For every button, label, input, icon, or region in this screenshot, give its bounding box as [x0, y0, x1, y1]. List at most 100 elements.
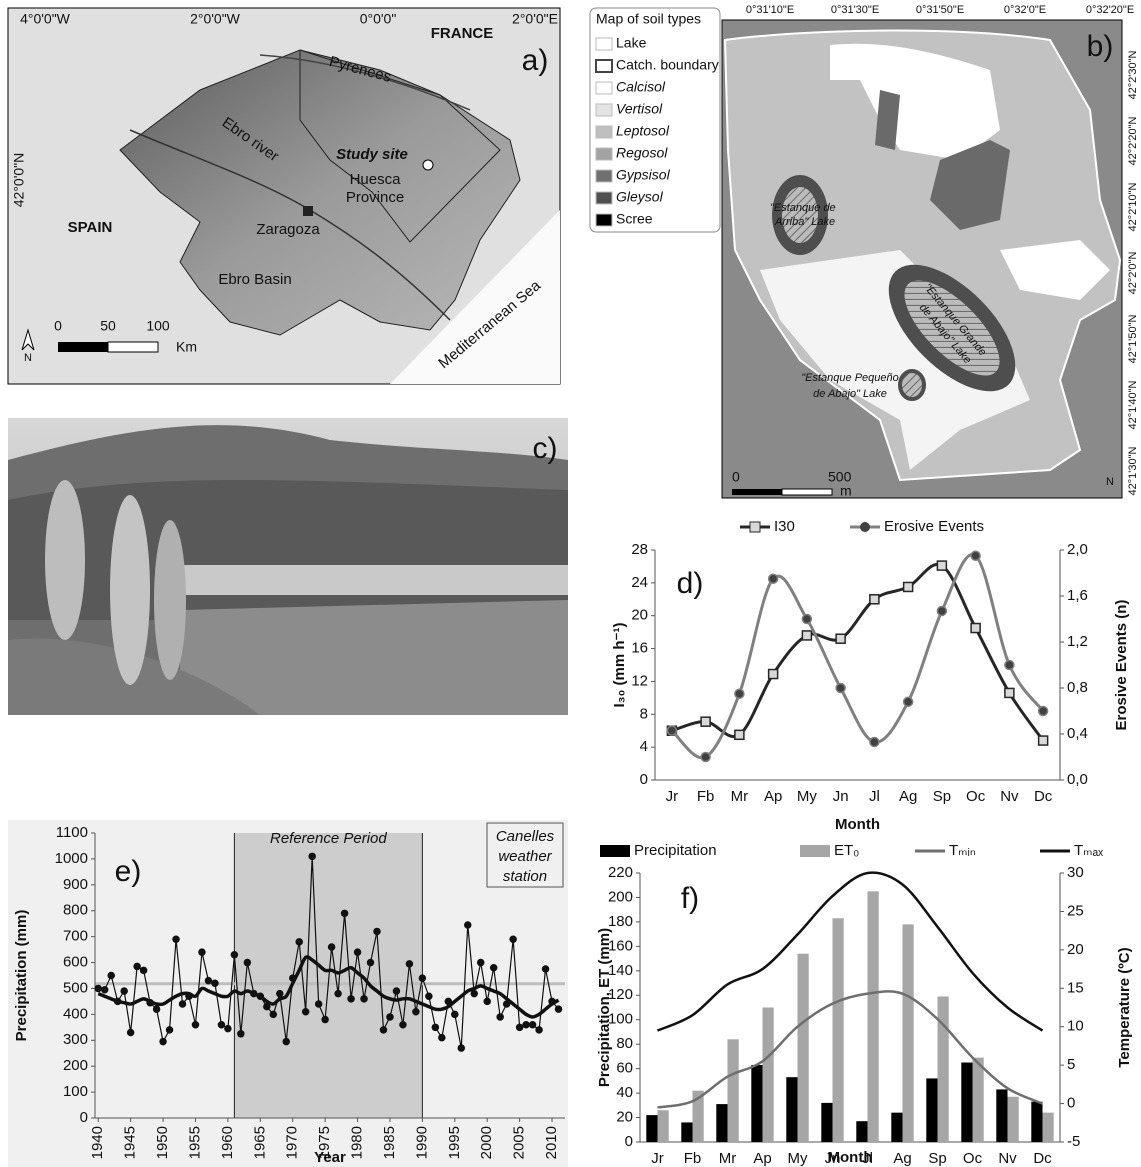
- y2-tick-label: 5: [1067, 1056, 1075, 1073]
- marker: [180, 1001, 186, 1007]
- x-tick-label: Mr: [719, 1150, 737, 1167]
- label: Zaragoza: [256, 221, 320, 238]
- marker: [491, 965, 497, 971]
- x-tick-label: 1995: [446, 1126, 463, 1159]
- legend-swatch: [600, 845, 630, 857]
- marker: [270, 1011, 276, 1017]
- north: N: [1106, 476, 1114, 488]
- marker: [458, 1045, 464, 1051]
- bar: [938, 996, 949, 1142]
- figure: 4°0'0"W 2°0'0"W 0°0'0" 2°0'0"E 42°0'0"N …: [0, 0, 1141, 1167]
- city-icon: [303, 206, 313, 216]
- panel-c: c): [8, 418, 568, 715]
- y-tick-label: 8: [640, 705, 648, 722]
- lat: 42°2'20"N: [1127, 116, 1139, 165]
- marker: [173, 936, 179, 942]
- marker: [393, 988, 399, 994]
- x-tick-label: 1985: [381, 1126, 398, 1159]
- marker: [971, 624, 980, 633]
- marker: [439, 1035, 445, 1041]
- study-site: [423, 160, 433, 170]
- marker: [205, 978, 211, 984]
- trees: [8, 480, 568, 620]
- x-tick-label: 1950: [154, 1126, 171, 1159]
- marker: [497, 1014, 503, 1020]
- y-tick-label: 20: [631, 607, 648, 624]
- bar: [1043, 1113, 1054, 1142]
- legend-title: Map of soil types: [596, 11, 701, 27]
- panel-b: "Estanque de Arriba" Lake "Estanque Gran…: [590, 8, 1122, 499]
- marker: [342, 910, 348, 916]
- y-tick-label: 1000: [55, 850, 88, 867]
- label: "Estanque de: [770, 202, 836, 214]
- legend-label: Precipitation: [634, 842, 717, 859]
- marker: [335, 991, 341, 997]
- y-tick-label: 60: [616, 1060, 633, 1077]
- x-tick-label: Oc: [963, 1150, 983, 1167]
- marker: [701, 753, 710, 762]
- marker: [322, 1017, 328, 1023]
- x-tick-label: Fb: [684, 1150, 702, 1167]
- marker: [329, 944, 335, 950]
- marker: [368, 960, 374, 966]
- x-tick-label: Ag: [893, 1150, 911, 1167]
- y2-tick-label: 1,2: [1067, 633, 1088, 650]
- scale: 50: [100, 318, 116, 334]
- lon: 0°0'0": [360, 11, 397, 27]
- marker: [769, 670, 778, 679]
- marker: [870, 738, 879, 747]
- y-tick-label: 180: [608, 913, 633, 930]
- y-tick-label: 28: [631, 541, 648, 558]
- lon: 0°32'0"E: [1004, 4, 1046, 16]
- y-tick-label: 200: [63, 1057, 88, 1074]
- series-line: [672, 564, 1043, 740]
- field: [180, 600, 568, 715]
- legend-label: Tₘᵢₙ: [949, 842, 976, 859]
- y-tick-label: 700: [63, 928, 88, 945]
- marker: [530, 1022, 536, 1028]
- marker: [167, 1027, 173, 1033]
- marker: [556, 1006, 562, 1012]
- marker: [452, 1011, 458, 1017]
- lon: 0°31'50"E: [916, 4, 964, 16]
- x-tick-label: Jr: [651, 1150, 664, 1167]
- panel-label: b): [1087, 30, 1114, 63]
- y2-tick-label: -5: [1067, 1133, 1080, 1150]
- y2-tick-label: 0: [1067, 1095, 1075, 1112]
- bar: [1008, 1097, 1019, 1142]
- y-tick-label: 1100: [56, 824, 88, 841]
- marker: [769, 574, 778, 583]
- y2-tick-label: 20: [1067, 941, 1084, 958]
- marker: [355, 949, 361, 955]
- label: Huesca: [350, 171, 402, 188]
- legend-label: Gleysol: [616, 189, 664, 205]
- x-tick-label: Ap: [764, 788, 782, 805]
- x-tick-label: 1960: [219, 1126, 236, 1159]
- lon: 0°31'10"E: [746, 4, 794, 16]
- y2-tick-label: 1,6: [1067, 587, 1088, 604]
- marker: [471, 991, 477, 997]
- y2-tick-label: 0,8: [1067, 679, 1088, 696]
- note: weather: [498, 848, 552, 865]
- marker: [510, 936, 516, 942]
- marker: [121, 988, 127, 994]
- marker: [517, 1024, 523, 1030]
- y2-tick-label: 0,4: [1067, 725, 1088, 742]
- marker: [154, 1006, 160, 1012]
- x-tick-label: Mr: [731, 788, 749, 805]
- marker: [380, 1027, 386, 1033]
- y2-tick-label: 25: [1067, 902, 1084, 919]
- lat: 42°0'0"N: [11, 153, 27, 208]
- marker: [225, 1026, 231, 1032]
- scale-bar: [782, 489, 832, 495]
- bar: [961, 1063, 972, 1142]
- lake: [180, 565, 568, 595]
- marker: [937, 561, 946, 570]
- legend-label: Lake: [616, 35, 647, 51]
- x-tick-label: 1990: [413, 1126, 430, 1159]
- marker: [160, 1039, 166, 1045]
- x-tick-label: Jn: [833, 788, 849, 805]
- x-axis-title: Year: [314, 1149, 346, 1166]
- legend-label: Gypsisol: [616, 167, 671, 183]
- bar: [681, 1122, 692, 1142]
